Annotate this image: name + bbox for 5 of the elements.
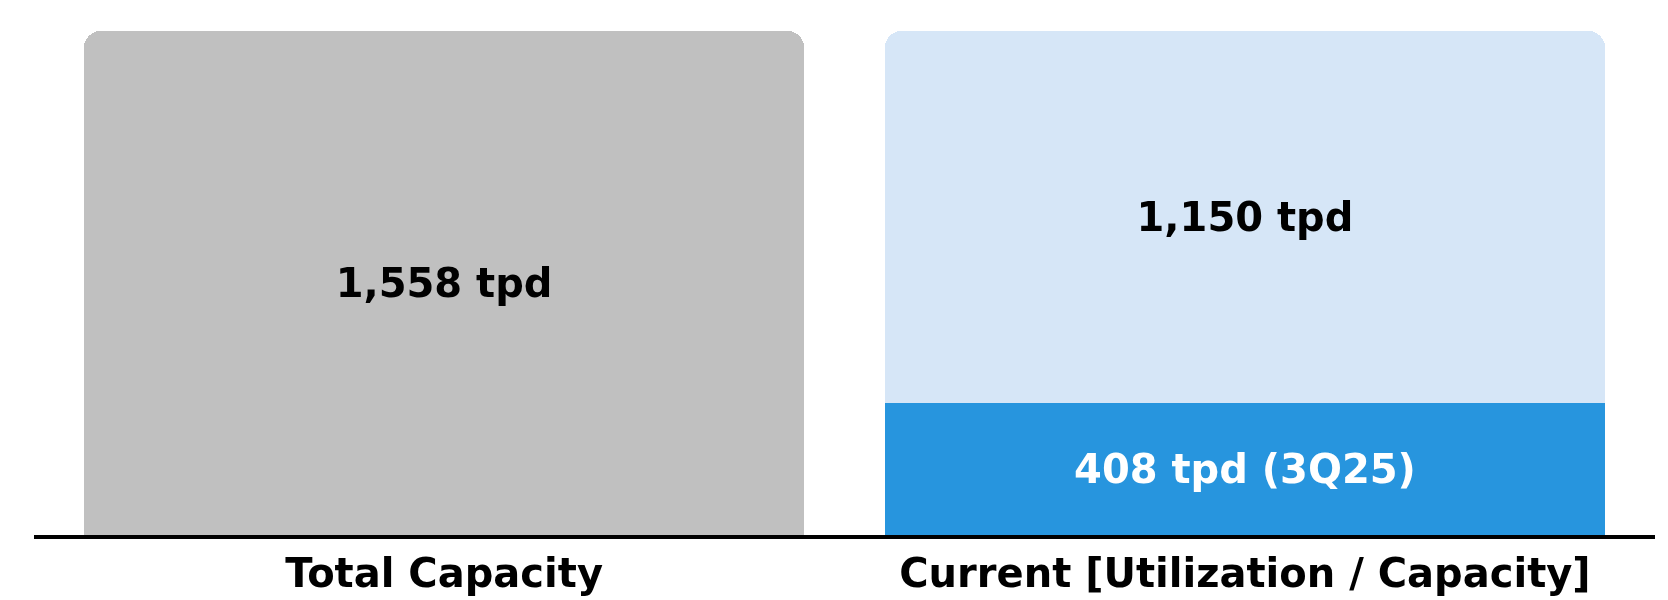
- x-tick-label: Current [Utilization / Capacity]: [899, 550, 1591, 596]
- data-label: 1,558 tpd: [335, 259, 553, 306]
- x-tick-label: Total Capacity: [285, 550, 603, 596]
- data-label: 408 tpd (3Q25): [1074, 445, 1416, 492]
- data-label: 1,150 tpd: [1136, 193, 1354, 240]
